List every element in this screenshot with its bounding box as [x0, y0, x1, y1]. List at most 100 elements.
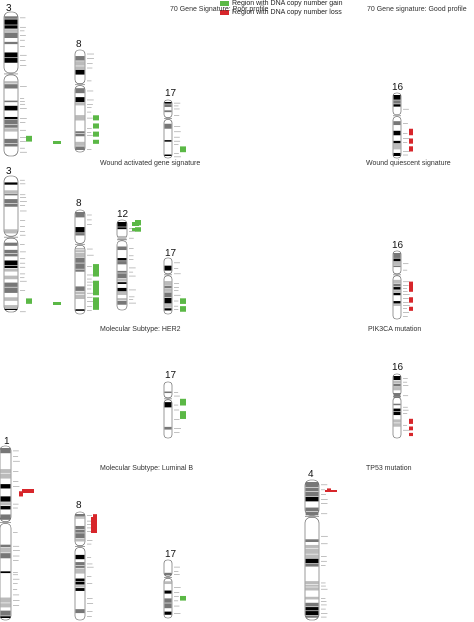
panel-title-luminal-b: Molecular Subtype: Luminal B: [100, 465, 193, 472]
band-label-tick: [20, 244, 25, 245]
band-label-tick: [13, 589, 18, 590]
chromosome-band: [4, 190, 18, 193]
chromosome-band: [305, 607, 319, 611]
chromosome-band: [164, 140, 172, 142]
band-label-tick: [87, 214, 92, 216]
band-label-tick: [174, 395, 180, 397]
chromosome-band: [75, 294, 85, 300]
band-label-tick: [20, 39, 25, 41]
band-label-tick: [87, 149, 92, 150]
band-label-tick: [174, 102, 181, 104]
copy-number-gain-mark: [53, 302, 61, 305]
band-label-tick: [20, 118, 27, 119]
chromosome-band: [4, 249, 18, 254]
chromosome-band: [164, 292, 172, 298]
chromosome-band: [75, 585, 85, 588]
chromosome-band: [117, 258, 127, 261]
chromosome-band: [75, 247, 85, 250]
copy-number-loss-mark: [409, 146, 413, 152]
band-label-tick: [174, 592, 180, 593]
band-label-tick: [20, 273, 26, 275]
band-label-tick: [129, 267, 136, 269]
band-label-tick: [174, 156, 181, 158]
chromosome-band: [4, 265, 18, 269]
chromosome-band: [4, 260, 18, 266]
band-label-tick: [87, 515, 92, 516]
chromosome-band: [393, 261, 401, 265]
chromosome-band: [75, 227, 85, 233]
band-label-tick: [174, 605, 180, 607]
gain-swatch: [220, 0, 229, 6]
copy-number-loss-mark: [409, 306, 413, 311]
band-label-tick: [87, 524, 94, 525]
chromosome-band: [4, 305, 18, 309]
band-label-tick: [20, 179, 25, 181]
chromosome-band: [164, 581, 172, 585]
band-label-tick: [403, 269, 408, 271]
band-label-tick: [129, 248, 134, 249]
band-label-tick: [87, 527, 92, 529]
chromosome-band: [393, 411, 401, 416]
band-label-tick: [129, 275, 136, 277]
chromosome-label-8: 8: [76, 39, 82, 50]
chromosome-band: [164, 110, 172, 113]
band-label-tick: [403, 413, 408, 414]
chromosome-band: [305, 511, 319, 516]
chromosome-band: [4, 287, 18, 293]
band-label-tick: [20, 280, 27, 282]
chromosome-band: [393, 130, 401, 136]
chromosome-band: [117, 291, 127, 295]
copy-number-gain-mark: [180, 398, 186, 406]
band-label-tick: [174, 574, 180, 575]
band-label-tick: [20, 86, 27, 87]
chromosome-arm-q: [304, 517, 320, 621]
chromosome-band: [305, 496, 319, 502]
band-label-tick: [174, 126, 181, 127]
band-label-tick: [20, 103, 26, 105]
band-label-tick: [174, 153, 179, 154]
chromosome-band: [75, 517, 85, 519]
chromosome-band: [393, 258, 401, 262]
band-label-tick: [13, 600, 20, 601]
chromosome-band: [305, 548, 319, 554]
band-label-tick: [174, 432, 180, 434]
chromosome-band: [164, 123, 172, 129]
copy-number-loss-mark: [327, 488, 331, 492]
band-label-tick: [13, 450, 19, 452]
chromosome-band: [117, 246, 127, 251]
chromosome-band: [0, 547, 11, 553]
copy-number-gain-mark: [93, 264, 99, 277]
band-label-tick: [13, 532, 18, 533]
band-label-tick: [87, 219, 92, 221]
chromosome-band: [164, 402, 172, 408]
band-label-tick: [174, 294, 181, 296]
band-label-tick: [20, 194, 26, 196]
band-label-tick: [321, 588, 328, 590]
band-label-tick: [20, 46, 25, 47]
chromosome-band: [393, 423, 401, 427]
band-label-tick: [87, 63, 93, 65]
band-label-tick: [403, 298, 409, 299]
chromosome-band: [75, 66, 85, 70]
band-label-tick: [321, 513, 328, 515]
band-label-tick: [403, 409, 409, 411]
band-label-tick: [321, 613, 328, 614]
band-label-tick: [321, 494, 326, 495]
band-label-tick: [87, 90, 94, 92]
chromosome-band: [393, 393, 401, 398]
chromosome-band: [305, 487, 319, 492]
band-label-tick: [87, 67, 93, 69]
band-label-tick: [13, 545, 20, 547]
chromosome-band: [75, 69, 85, 75]
chromosome-band: [75, 141, 85, 146]
band-label-tick: [87, 80, 92, 82]
band-label-tick: [174, 613, 181, 614]
band-label-tick: [403, 302, 409, 303]
band-label-tick: [87, 603, 94, 604]
band-label-tick: [174, 115, 180, 116]
chromosome-band: [75, 263, 85, 269]
copy-number-gain-mark: [93, 297, 99, 310]
band-label-tick: [403, 263, 409, 265]
chromosome-band: [305, 544, 319, 548]
band-label-tick: [403, 151, 410, 152]
